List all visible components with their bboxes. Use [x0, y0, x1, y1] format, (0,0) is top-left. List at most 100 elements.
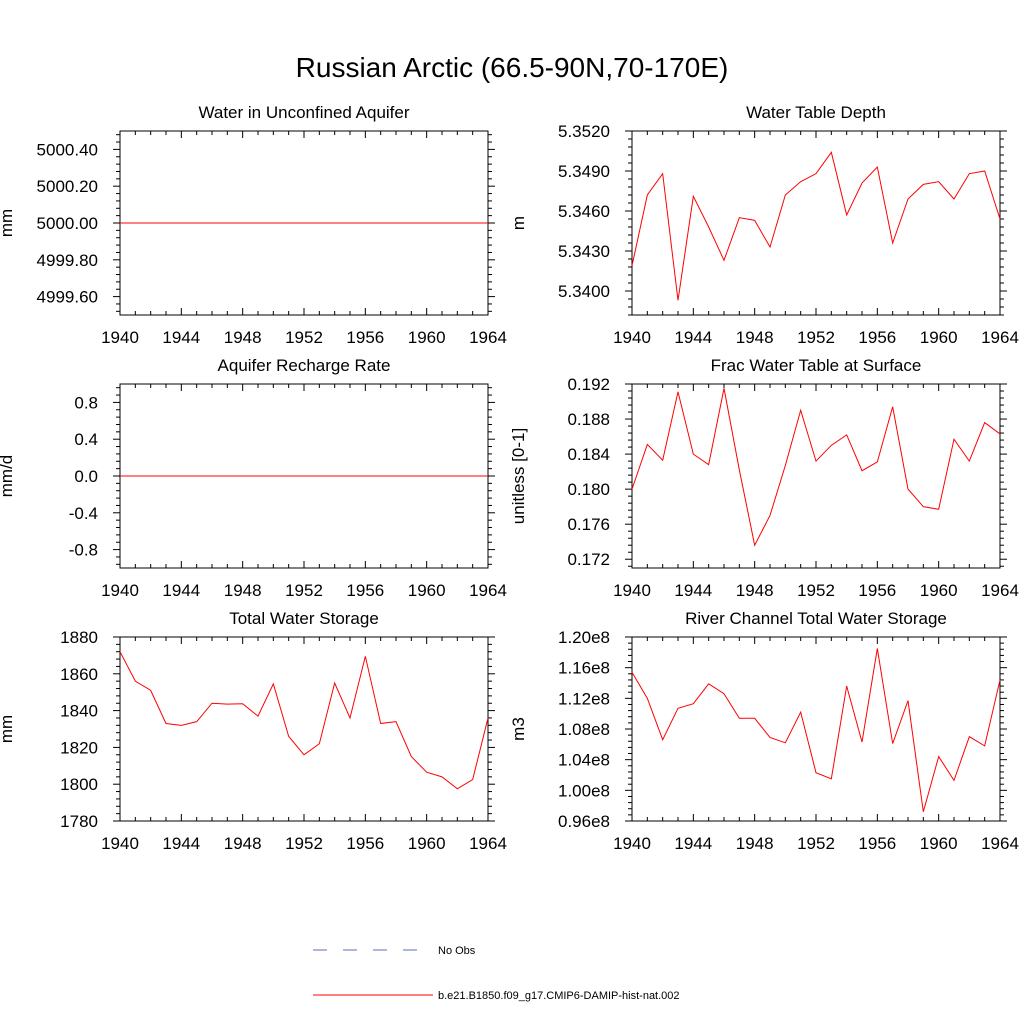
x-tick-label: 1964 — [981, 834, 1019, 853]
x-tick-label: 1960 — [920, 834, 958, 853]
y-axis-label: unitless [0-1] — [509, 428, 528, 524]
x-tick-label: 1948 — [736, 581, 774, 600]
x-tick-label: 1956 — [858, 328, 896, 347]
x-tick-label: 1940 — [613, 328, 651, 347]
chart-panel-6: River Channel Total Water Storage m3 1940 1… — [509, 609, 1019, 853]
x-tick-label: 1960 — [408, 328, 446, 347]
y-tick-label: 4999.60 — [37, 288, 98, 307]
x-tick-label: 1956 — [346, 328, 384, 347]
y-tick-label: 5.3520 — [558, 122, 610, 141]
y-tick-label: 1860 — [60, 665, 98, 684]
series-line — [631, 151, 1001, 301]
chart-panel-5: Total Water Storage mm 1940 1944 1948 1952 195… — [0, 609, 507, 853]
x-tick-label: 1964 — [981, 328, 1019, 347]
x-tick-label: 1956 — [858, 581, 896, 600]
x-tick-label: 1944 — [162, 834, 200, 853]
y-tick-label: 5000.40 — [37, 140, 98, 159]
x-tick-label: 1944 — [162, 328, 200, 347]
x-tick-label: 1960 — [920, 581, 958, 600]
y-tick-label: 5.3430 — [558, 242, 610, 261]
x-tick-label: 1940 — [101, 581, 139, 600]
y-tick-label: 1.04e8 — [558, 751, 610, 770]
y-axis-label: mm/d — [0, 455, 16, 498]
y-tick-label: 0.180 — [567, 480, 610, 499]
panel-title: Aquifer Recharge Rate — [218, 356, 391, 375]
y-axis-label: mm — [0, 209, 16, 237]
x-tick-label: 1956 — [858, 834, 896, 853]
legend-label-model: b.e21.B1850.f09_g17.CMIP6-DAMIP-hist-nat… — [438, 990, 680, 1002]
x-tick-label: 1940 — [613, 581, 651, 600]
legend: No Obs b.e21.B1850.f09_g17.CMIP6-DAMIP-h… — [313, 945, 680, 1002]
x-tick-label: 1952 — [797, 834, 835, 853]
x-tick-label: 1940 — [101, 834, 139, 853]
x-tick-label: 1948 — [736, 328, 774, 347]
y-tick-label: 1780 — [60, 812, 98, 831]
panel-title: Water in Unconfined Aquifer — [198, 103, 409, 122]
panel-title: Frac Water Table at Surface — [711, 356, 922, 375]
y-tick-label: 0.176 — [567, 515, 610, 534]
x-tick-label: 1956 — [346, 581, 384, 600]
panel-title: River Channel Total Water Storage — [685, 609, 947, 628]
chart-title: Russian Arctic (66.5-90N,70-170E) — [295, 52, 729, 83]
y-tick-label: 0.4 — [74, 430, 98, 449]
plot-frame — [631, 636, 1001, 822]
x-tick-label: 1944 — [674, 328, 712, 347]
y-tick-label: 0.0 — [74, 467, 98, 486]
y-tick-label: 1.16e8 — [558, 659, 610, 678]
x-tick-label: 1944 — [162, 581, 200, 600]
x-tick-label: 1952 — [285, 834, 323, 853]
series-line — [631, 388, 1001, 547]
x-tick-label: 1960 — [920, 328, 958, 347]
chart-panel-1: Water in Unconfined Aquifer mm 1940 1944 194… — [0, 103, 507, 347]
plot-frame — [119, 636, 489, 822]
y-tick-label: -0.8 — [69, 541, 98, 560]
x-tick-label: 1960 — [408, 581, 446, 600]
x-tick-label: 1944 — [674, 581, 712, 600]
y-axis-label: m3 — [509, 717, 528, 741]
x-tick-label: 1948 — [224, 328, 262, 347]
x-tick-label: 1952 — [797, 581, 835, 600]
x-tick-label: 1948 — [224, 581, 262, 600]
y-tick-label: 4999.80 — [37, 251, 98, 270]
y-tick-label: 0.96e8 — [558, 812, 610, 831]
legend-label-no-obs: No Obs — [438, 945, 476, 957]
chart-panel-4: Frac Water Table at Surface unitless [0-1… — [509, 356, 1019, 600]
y-tick-label: 0.184 — [567, 445, 610, 464]
panel-title: Total Water Storage — [229, 609, 379, 628]
x-tick-label: 1940 — [613, 834, 651, 853]
chart-panel-2: Water Table Depth m 1940 1944 1948 1952 1956 19… — [509, 103, 1019, 347]
plot-frame — [631, 130, 1001, 316]
x-tick-label: 1964 — [469, 581, 507, 600]
y-tick-label: 1820 — [60, 738, 98, 757]
y-axis-label: mm — [0, 715, 16, 743]
panels-layer: Water in Unconfined Aquifer mm 1940 1944 194… — [0, 103, 1019, 853]
y-tick-label: 5000.00 — [37, 214, 98, 233]
y-tick-label: 0.188 — [567, 410, 610, 429]
y-tick-label: 0.172 — [567, 550, 610, 569]
y-tick-label: 1800 — [60, 775, 98, 794]
y-axis-label: m — [509, 216, 528, 230]
series-line — [119, 651, 489, 790]
y-tick-label: 0.192 — [567, 375, 610, 394]
y-tick-label: 1.00e8 — [558, 781, 610, 800]
x-tick-label: 1956 — [346, 834, 384, 853]
y-tick-label: 0.8 — [74, 393, 98, 412]
y-tick-label: 5.3400 — [558, 282, 610, 301]
x-tick-label: 1952 — [797, 328, 835, 347]
x-tick-label: 1940 — [101, 328, 139, 347]
y-tick-label: 1.20e8 — [558, 628, 610, 647]
y-tick-label: 1840 — [60, 702, 98, 721]
y-tick-label: 1.12e8 — [558, 689, 610, 708]
x-tick-label: 1960 — [408, 834, 446, 853]
y-tick-label: 1880 — [60, 628, 98, 647]
x-tick-label: 1952 — [285, 581, 323, 600]
x-tick-label: 1944 — [674, 834, 712, 853]
y-tick-label: 5.3460 — [558, 202, 610, 221]
y-tick-label: 5000.20 — [37, 177, 98, 196]
y-tick-label: 1.08e8 — [558, 720, 610, 739]
series-line — [631, 648, 1001, 812]
y-tick-label: -0.4 — [69, 504, 98, 523]
x-tick-label: 1948 — [736, 834, 774, 853]
chart-panel-3: Aquifer Recharge Rate mm/d 1940 1944 1948 195… — [0, 356, 507, 600]
